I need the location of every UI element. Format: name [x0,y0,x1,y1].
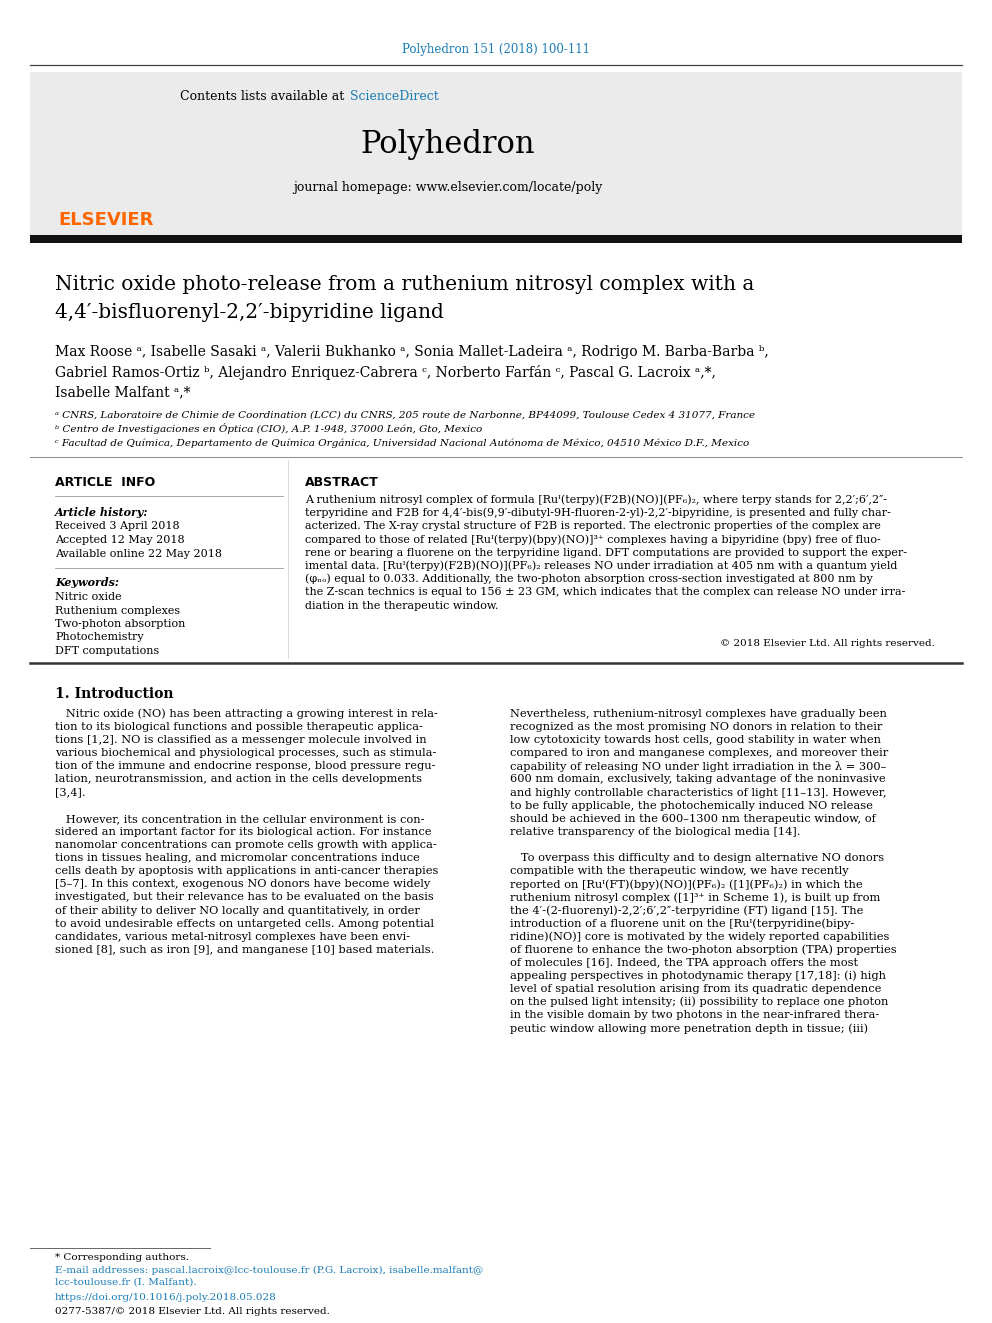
Text: ᶜ Facultad de Química, Departamento de Química Orgánica, Universidad Nacional Au: ᶜ Facultad de Química, Departamento de Q… [55,438,749,447]
Text: tion to its biological functions and possible therapeutic applica-: tion to its biological functions and pos… [55,722,423,732]
Text: Photochemistry: Photochemistry [55,632,144,643]
Text: ridine)(NO)] core is motivated by the widely reported capabilities: ridine)(NO)] core is motivated by the wi… [510,931,890,942]
Text: appealing perspectives in photodynamic therapy [17,18]: (i) high: appealing perspectives in photodynamic t… [510,971,886,982]
Text: Ruthenium complexes: Ruthenium complexes [55,606,181,615]
Text: 4,4′-bisfluorenyl-2,2′-bipyridine ligand: 4,4′-bisfluorenyl-2,2′-bipyridine ligand [55,303,443,321]
Text: A ruthenium nitrosyl complex of formula [Ruᴵ(terpy)(F2B)(NO)](PF₆)₂, where terpy: A ruthenium nitrosyl complex of formula … [305,495,887,505]
Text: Polyhedron 151 (2018) 100-111: Polyhedron 151 (2018) 100-111 [402,44,590,57]
Text: various biochemical and physiological processes, such as stimula-: various biochemical and physiological pr… [55,749,436,758]
Text: of their ability to deliver NO locally and quantitatively, in order: of their ability to deliver NO locally a… [55,905,420,916]
Text: Nevertheless, ruthenium-nitrosyl complexes have gradually been: Nevertheless, ruthenium-nitrosyl complex… [510,709,887,718]
Text: introduction of a fluorene unit on the [Ruᴵ(terpyridine(bipy-: introduction of a fluorene unit on the [… [510,918,854,929]
Text: Nitric oxide (NO) has been attracting a growing interest in rela-: Nitric oxide (NO) has been attracting a … [55,709,437,720]
Text: and highly controllable characteristics of light [11–13]. However,: and highly controllable characteristics … [510,787,887,798]
Text: https://doi.org/10.1016/j.poly.2018.05.028: https://doi.org/10.1016/j.poly.2018.05.0… [55,1294,277,1303]
Text: 600 nm domain, exclusively, taking advantage of the noninvasive: 600 nm domain, exclusively, taking advan… [510,774,886,785]
Text: acterized. The X-ray crystal structure of F2B is reported. The electronic proper: acterized. The X-ray crystal structure o… [305,521,881,532]
Text: [3,4].: [3,4]. [55,787,85,798]
Text: ᵇ Centro de Investigaciones en Óptica (CIO), A.P. 1-948, 37000 León, Gto, Mexico: ᵇ Centro de Investigaciones en Óptica (C… [55,423,482,434]
Text: Isabelle Malfant ᵃ,*: Isabelle Malfant ᵃ,* [55,385,190,400]
Text: * Corresponding authors.: * Corresponding authors. [55,1253,189,1262]
Text: E-mail addresses: pascal.lacroix@lcc-toulouse.fr (P.G. Lacroix), isabelle.malfan: E-mail addresses: pascal.lacroix@lcc-tou… [55,1265,483,1274]
Text: cells death by apoptosis with applications in anti-cancer therapies: cells death by apoptosis with applicatio… [55,867,438,876]
Text: © 2018 Elsevier Ltd. All rights reserved.: © 2018 Elsevier Ltd. All rights reserved… [720,639,935,647]
Text: journal homepage: www.elsevier.com/locate/poly: journal homepage: www.elsevier.com/locat… [294,181,603,194]
Text: the 4′-(2-fluorenyl)-2,2′;6′,2″-terpyridine (FT) ligand [15]. The: the 4′-(2-fluorenyl)-2,2′;6′,2″-terpyrid… [510,905,863,916]
Text: on the pulsed light intensity; (ii) possibility to replace one photon: on the pulsed light intensity; (ii) poss… [510,998,889,1008]
Text: to avoid undesirable effects on untargeted cells. Among potential: to avoid undesirable effects on untarget… [55,918,434,929]
Text: sidered an important factor for its biological action. For instance: sidered an important factor for its biol… [55,827,432,837]
Text: should be achieved in the 600–1300 nm therapeutic window, of: should be achieved in the 600–1300 nm th… [510,814,876,824]
Text: Polyhedron: Polyhedron [361,130,536,160]
Text: in the visible domain by two photons in the near-infrared thera-: in the visible domain by two photons in … [510,1011,879,1020]
Text: sioned [8], such as iron [9], and manganese [10] based materials.: sioned [8], such as iron [9], and mangan… [55,945,434,955]
Text: peutic window allowing more penetration depth in tissue; (iii): peutic window allowing more penetration … [510,1023,868,1033]
Text: Keywords:: Keywords: [55,578,119,589]
Text: Nitric oxide: Nitric oxide [55,591,122,602]
Bar [30,235,962,243]
Text: (φₙₒ) equal to 0.033. Additionally, the two-photon absorption cross-section inve: (φₙₒ) equal to 0.033. Additionally, the … [305,574,873,585]
Text: tions in tissues healing, and micromolar concentrations induce: tions in tissues healing, and micromolar… [55,853,420,863]
Text: Max Roose ᵃ, Isabelle Sasaki ᵃ, Valerii Bukhanko ᵃ, Sonia Mallet-Ladeira ᵃ, Rodr: Max Roose ᵃ, Isabelle Sasaki ᵃ, Valerii … [55,345,769,359]
Text: investigated, but their relevance has to be evaluated on the basis: investigated, but their relevance has to… [55,893,434,902]
Text: ABSTRACT: ABSTRACT [305,476,379,490]
Text: of molecules [16]. Indeed, the TPA approach offers the most: of molecules [16]. Indeed, the TPA appro… [510,958,858,968]
Text: ARTICLE  INFO: ARTICLE INFO [55,476,156,490]
Text: However, its concentration in the cellular environment is con-: However, its concentration in the cellul… [55,814,425,824]
Text: reported on [Ruᴵ(FT)(bpy)(NO)](PF₆)₂ ([1](PF₆)₂) in which the: reported on [Ruᴵ(FT)(bpy)(NO)](PF₆)₂ ([1… [510,878,863,889]
Text: lcc-toulouse.fr (I. Malfant).: lcc-toulouse.fr (I. Malfant). [55,1278,196,1286]
Text: the Z-scan technics is equal to 156 ± 23 GM, which indicates that the complex ca: the Z-scan technics is equal to 156 ± 23… [305,587,906,598]
Text: DFT computations: DFT computations [55,646,160,656]
Text: compared to those of related [Ruᴵ(terpy)(bpy)(NO)]³⁺ complexes having a bipyridi: compared to those of related [Ruᴵ(terpy)… [305,534,881,545]
Text: compatible with the therapeutic window, we have recently: compatible with the therapeutic window, … [510,867,848,876]
Text: imental data. [Ruᴵ(terpy)(F2B)(NO)](PF₆)₂ releases NO under irradiation at 405 n: imental data. [Ruᴵ(terpy)(F2B)(NO)](PF₆)… [305,561,898,572]
Text: relative transparency of the biological media [14].: relative transparency of the biological … [510,827,801,837]
Text: lation, neurotransmission, and action in the cells developments: lation, neurotransmission, and action in… [55,774,422,785]
Text: 1. Introduction: 1. Introduction [55,687,174,701]
Text: Two-photon absorption: Two-photon absorption [55,619,186,628]
Text: [5–7]. In this context, exogenous NO donors have become widely: [5–7]. In this context, exogenous NO don… [55,880,431,889]
Text: Accepted 12 May 2018: Accepted 12 May 2018 [55,534,185,545]
Text: diation in the therapeutic window.: diation in the therapeutic window. [305,601,499,611]
Text: compared to iron and manganese complexes, and moreover their: compared to iron and manganese complexes… [510,749,888,758]
Text: Available online 22 May 2018: Available online 22 May 2018 [55,549,222,560]
Text: ᵃ CNRS, Laboratoire de Chimie de Coordination (LCC) du CNRS, 205 route de Narbon: ᵃ CNRS, Laboratoire de Chimie de Coordin… [55,410,755,419]
Text: of fluorene to enhance the two-photon absorption (TPA) properties: of fluorene to enhance the two-photon ab… [510,945,897,955]
Text: capability of releasing NO under light irradiation in the λ = 300–: capability of releasing NO under light i… [510,761,887,771]
Text: low cytotoxicity towards host cells, good stability in water when: low cytotoxicity towards host cells, goo… [510,736,881,745]
Text: rene or bearing a fluorene on the terpyridine ligand. DFT computations are provi: rene or bearing a fluorene on the terpyr… [305,548,907,558]
Text: Article history:: Article history: [55,507,149,517]
Text: tion of the immune and endocrine response, blood pressure regu-: tion of the immune and endocrine respons… [55,762,435,771]
Text: Contents lists available at: Contents lists available at [180,90,348,103]
Text: recognized as the most promising NO donors in relation to their: recognized as the most promising NO dono… [510,722,882,732]
Bar [30,71,962,235]
Text: ruthenium nitrosyl complex ([1]³⁺ in Scheme 1), is built up from: ruthenium nitrosyl complex ([1]³⁺ in Sch… [510,892,880,902]
Text: Received 3 April 2018: Received 3 April 2018 [55,521,180,531]
Text: Gabriel Ramos-Ortiz ᵇ, Alejandro Enriquez-Cabrera ᶜ, Norberto Farfán ᶜ, Pascal G: Gabriel Ramos-Ortiz ᵇ, Alejandro Enrique… [55,365,716,380]
Text: to be fully applicable, the photochemically induced NO release: to be fully applicable, the photochemica… [510,800,873,811]
Text: terpyridine and F2B for 4,4′-bis(9,9′-dibutyl-9H-fluoren-2-yl)-2,2′-bipyridine, : terpyridine and F2B for 4,4′-bis(9,9′-di… [305,508,891,519]
Text: tions [1,2]. NO is classified as a messenger molecule involved in: tions [1,2]. NO is classified as a messe… [55,736,427,745]
Text: 0277-5387/© 2018 Elsevier Ltd. All rights reserved.: 0277-5387/© 2018 Elsevier Ltd. All right… [55,1307,330,1315]
Text: nanomolar concentrations can promote cells growth with applica-: nanomolar concentrations can promote cel… [55,840,436,849]
Text: ScienceDirect: ScienceDirect [350,90,438,103]
Text: ELSEVIER: ELSEVIER [58,210,154,229]
Text: level of spatial resolution arising from its quadratic dependence: level of spatial resolution arising from… [510,984,881,994]
Text: To overpass this difficulty and to design alternative NO donors: To overpass this difficulty and to desig… [510,853,884,863]
Text: candidates, various metal-nitrosyl complexes have been envi-: candidates, various metal-nitrosyl compl… [55,931,410,942]
Text: Nitric oxide photo-release from a ruthenium nitrosyl complex with a: Nitric oxide photo-release from a ruthen… [55,274,754,294]
